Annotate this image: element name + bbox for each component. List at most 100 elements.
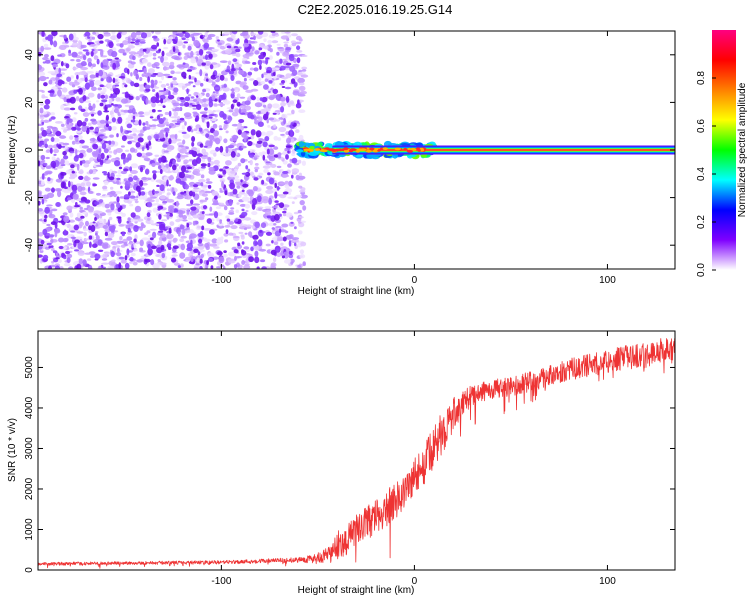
spectrogram-cell xyxy=(170,83,174,88)
spectrogram-cell xyxy=(284,184,290,189)
spectrogram-cell xyxy=(188,74,191,80)
spectrogram-cell xyxy=(128,177,134,182)
spectrogram-cell xyxy=(38,136,43,139)
spectrogram-cell xyxy=(55,178,63,183)
spectrogram-cell xyxy=(186,223,190,228)
spectrogram-cell xyxy=(91,36,95,40)
spectrogram-cell xyxy=(133,225,139,232)
spectrogram-cell xyxy=(130,252,136,257)
spectrogram-cell xyxy=(229,221,234,225)
spectrogram-cell xyxy=(38,191,42,198)
spectrogram-cell xyxy=(298,109,306,113)
spectrogram-cell xyxy=(148,140,151,146)
spectrogram-cell xyxy=(79,206,83,210)
spectrogram-cell xyxy=(256,195,262,203)
spectrogram-cell xyxy=(117,207,122,213)
spectrogram-cell xyxy=(97,87,102,91)
spectrogram-cell xyxy=(125,37,129,41)
spectrogram-cell xyxy=(58,67,61,74)
snr-xtick-label: 0 xyxy=(412,576,418,587)
spectrogram-cell xyxy=(94,217,97,221)
spectrogram-cell xyxy=(156,115,161,120)
snr-xtick-label: 100 xyxy=(599,576,616,587)
spectrogram-cell xyxy=(183,190,187,194)
spectrogram-cell xyxy=(82,211,87,215)
spectrogram-cell xyxy=(232,58,238,63)
spectrogram-cell xyxy=(127,37,131,44)
spectrogram-cell xyxy=(171,254,178,257)
spectrogram-cell xyxy=(53,148,60,154)
spectrogram-cell xyxy=(185,38,190,41)
spectrogram-cell xyxy=(290,122,294,125)
spectrogram-cell xyxy=(249,159,253,166)
spectrogram-cell xyxy=(268,55,273,60)
spectrogram-cell xyxy=(197,251,201,256)
spectrogram-cell xyxy=(193,128,198,132)
spectrogram-cell xyxy=(42,61,47,64)
spectrogram-cell xyxy=(63,129,67,133)
spectrogram-cell xyxy=(183,173,189,177)
spectrogram-cell xyxy=(213,130,220,137)
spectrogram-cell xyxy=(291,168,300,174)
spectrogram-cell xyxy=(254,155,260,158)
spectrogram-cell xyxy=(38,200,41,206)
spectrogram-cell xyxy=(241,172,249,175)
colorbar-tick-label: 0.2 xyxy=(696,215,707,229)
spectrogram-cell xyxy=(242,31,249,36)
spectrogram-cell xyxy=(299,254,306,259)
spectrogram-cell xyxy=(295,239,300,243)
spectrogram-cell xyxy=(280,106,285,113)
spectrogram-cell xyxy=(215,75,220,78)
spectrogram-cell xyxy=(48,245,52,249)
spectrogram-cell xyxy=(104,203,110,209)
spectrogram-cell xyxy=(57,190,62,198)
spectrogram-cell xyxy=(118,262,122,269)
spectrogram-cell xyxy=(196,95,199,98)
spectrogram-cell xyxy=(67,243,73,246)
spectrogram-cell xyxy=(145,121,149,126)
spectrogram-cell xyxy=(261,266,267,269)
spectrogram-cell xyxy=(106,104,112,108)
spectrogram-cell xyxy=(98,249,104,252)
spectrogram-signal-cell xyxy=(321,149,328,153)
spectrogram-cell xyxy=(97,239,103,246)
spectrogram-cell xyxy=(130,212,136,218)
spectrogram-cell xyxy=(274,109,282,113)
spectrogram-cell xyxy=(130,32,137,39)
spectrogram-cell xyxy=(287,196,295,199)
spectrogram-cell xyxy=(206,260,210,266)
spectrogram-cell xyxy=(254,221,260,229)
spectrogram-cell xyxy=(180,154,189,158)
spectrogram-cell xyxy=(275,94,281,101)
spectrogram-cell xyxy=(160,84,167,88)
spectrogram-cell xyxy=(180,243,186,251)
spectrogram-cell xyxy=(193,40,200,47)
spectrogram-cell xyxy=(111,50,118,58)
spectrogram-cell xyxy=(195,263,200,266)
spectrogram-cell xyxy=(68,219,76,223)
spectrogram-cell xyxy=(115,97,121,102)
spectrogram-cell xyxy=(129,147,136,153)
spectrogram-cell xyxy=(167,246,172,250)
spectrogram-cell xyxy=(40,127,44,132)
spectrogram-cell xyxy=(120,155,124,160)
spectrogram-cell xyxy=(188,158,193,162)
spectrogram-cell xyxy=(162,144,168,148)
spectrogram-cell xyxy=(175,200,179,207)
spectrogram-cell xyxy=(74,239,80,244)
spectrogram-cell xyxy=(219,145,224,153)
spectrogram-cell xyxy=(190,199,194,205)
spectrogram-cell xyxy=(52,250,58,254)
spectrogram-cell xyxy=(139,87,145,92)
spectrogram-cell xyxy=(270,263,276,269)
spectrogram-cell xyxy=(265,243,271,247)
spectrogram-cell xyxy=(273,171,280,176)
spectrogram-cell xyxy=(268,96,275,101)
spectrogram-cell xyxy=(176,158,181,163)
spectrogram-cell xyxy=(275,67,281,71)
spectrogram-cell xyxy=(179,238,185,243)
spectrogram-cell xyxy=(56,143,59,148)
spectrogram-cell xyxy=(94,126,100,134)
spectrogram-cell xyxy=(212,81,216,85)
spectrogram-cell xyxy=(44,206,50,214)
